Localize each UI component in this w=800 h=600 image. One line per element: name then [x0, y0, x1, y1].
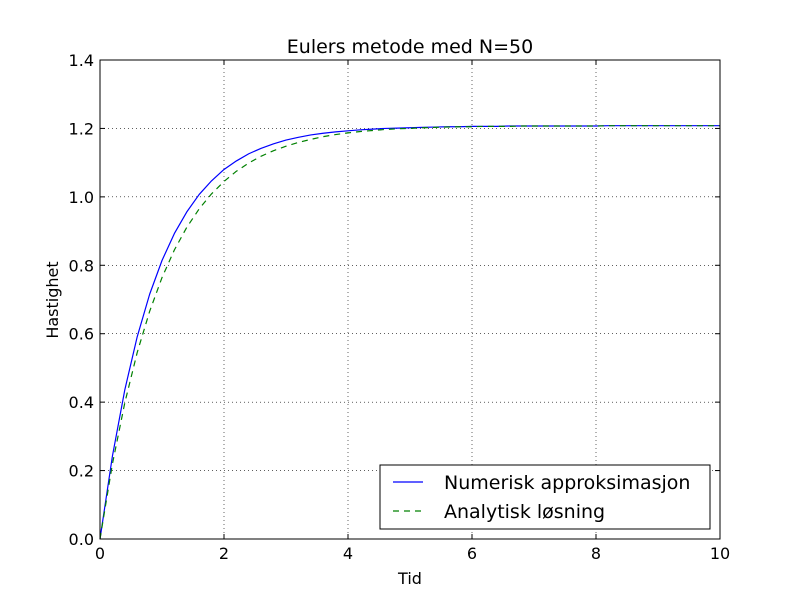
series-line-numerisk	[99, 125, 720, 540]
series-line-analytisk	[99, 125, 720, 540]
plot-series	[99, 125, 720, 540]
y-tick-label: 1.4	[69, 51, 94, 70]
legend-box	[379, 464, 711, 530]
legend-label-analytisk: Analytisk løsning	[444, 501, 605, 523]
y-tick-label: 0.2	[69, 462, 94, 481]
y-axis-label: Hastighet	[43, 261, 62, 338]
y-tick-label: 0.4	[69, 393, 94, 412]
x-tick-label: 8	[591, 544, 601, 563]
legend-label-numerisk: Numerisk approksimasjon	[444, 472, 690, 494]
y-tick-label: 0.8	[69, 256, 94, 275]
x-tick-label: 0	[95, 544, 105, 563]
plot-frame	[99, 59, 721, 540]
x-axis-label: Tid	[397, 569, 422, 588]
x-tick-label: 2	[219, 544, 229, 563]
y-tick-label: 0.6	[69, 325, 94, 344]
legend: Numerisk approksimasjon Analytisk løsnin…	[379, 464, 711, 530]
chart-title: Eulers metode med N=50	[287, 36, 533, 58]
x-tick-label: 6	[467, 544, 477, 563]
y-tick-label: 0.0	[69, 530, 94, 549]
x-tick-label: 4	[343, 544, 353, 563]
y-tick-label: 1.2	[69, 119, 94, 138]
x-tick-label: 10	[710, 544, 730, 563]
y-tick-label: 1.0	[69, 188, 94, 207]
axis-ticks: 0 2 4 6 8 10 0.0 0.2 0.4 0.6 0.8 1.0 1.2 1.4	[69, 51, 731, 563]
